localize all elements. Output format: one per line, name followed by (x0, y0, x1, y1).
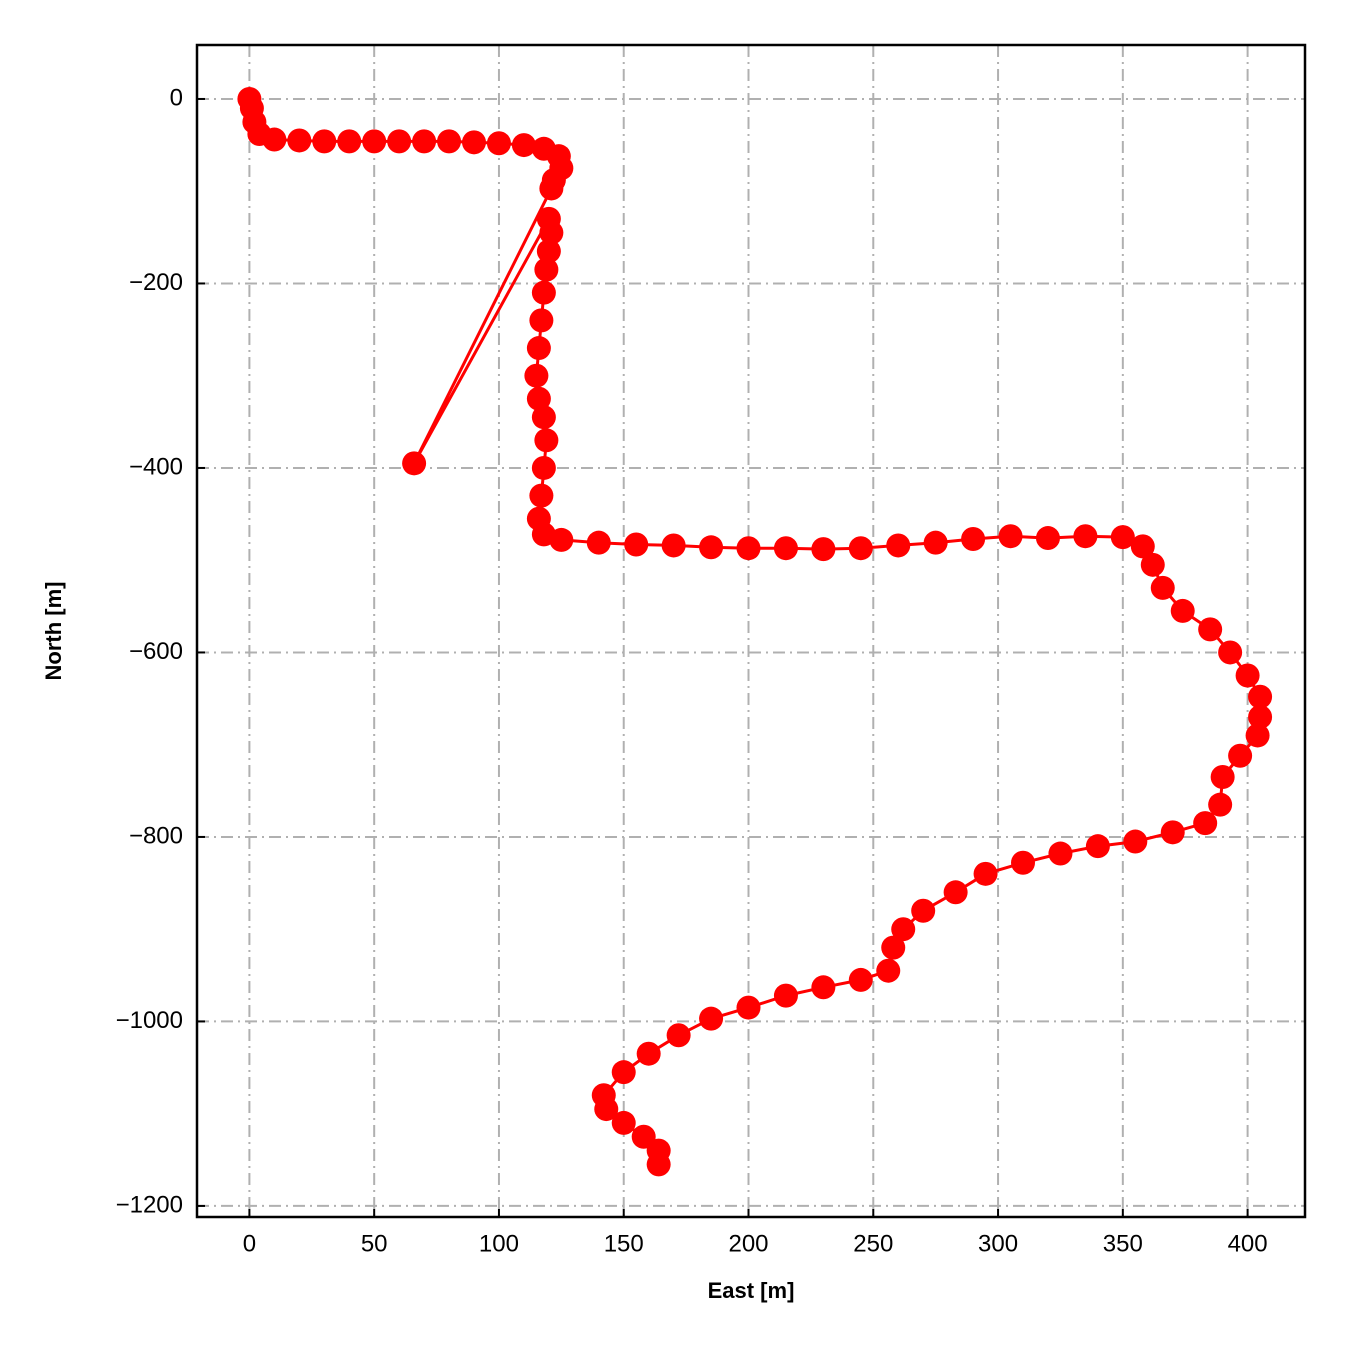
point (736, 995, 761, 1020)
point (1130, 534, 1155, 559)
point (549, 527, 574, 552)
point (1245, 723, 1270, 748)
point (1235, 663, 1260, 688)
y-tick-label: −400 (129, 453, 183, 480)
x-tick-label: 150 (604, 1230, 644, 1257)
point (1193, 811, 1218, 836)
point (539, 220, 564, 245)
y-tick-label: −800 (129, 822, 183, 849)
point (337, 129, 362, 154)
point (1198, 617, 1223, 642)
point (539, 176, 564, 201)
y-tick-label: −1200 (116, 1191, 183, 1218)
point (586, 530, 611, 555)
x-tick-label: 200 (728, 1230, 768, 1257)
x-tick-label: 350 (1103, 1230, 1143, 1257)
x-tick-label: 100 (479, 1230, 519, 1257)
point (1123, 829, 1148, 854)
point (1160, 820, 1185, 845)
point (531, 280, 556, 305)
point (1011, 850, 1036, 875)
point (262, 127, 287, 152)
point (998, 524, 1023, 549)
point (1140, 552, 1165, 577)
y-tick-label: −1000 (116, 1007, 183, 1034)
point (1248, 705, 1273, 730)
point (1248, 684, 1273, 709)
x-axis-label: East [m] (708, 1278, 795, 1303)
point (1228, 743, 1253, 768)
point (402, 451, 427, 476)
point (529, 308, 554, 333)
point (973, 861, 998, 886)
plot-frame (195, 43, 1307, 1219)
point (886, 533, 911, 558)
point (811, 975, 836, 1000)
point (961, 526, 986, 551)
point (594, 1097, 619, 1122)
point (773, 983, 798, 1008)
point (486, 131, 511, 156)
point (1085, 834, 1110, 859)
point (1170, 598, 1195, 623)
y-tick-label: −200 (129, 269, 183, 296)
point (534, 257, 559, 282)
point (362, 129, 387, 154)
point (1208, 792, 1233, 817)
point (1048, 841, 1073, 866)
point (287, 128, 312, 153)
point (699, 535, 724, 560)
point (1035, 526, 1060, 551)
point (611, 1110, 636, 1135)
point (531, 455, 556, 480)
point (536, 239, 561, 264)
point (1073, 524, 1098, 549)
point (312, 129, 337, 154)
point (511, 133, 536, 158)
point (526, 386, 551, 411)
point (529, 483, 554, 508)
point (412, 129, 437, 154)
point (531, 405, 556, 430)
x-tick-label: 300 (978, 1230, 1018, 1257)
point (943, 880, 968, 905)
point (624, 532, 649, 557)
point (876, 958, 901, 983)
x-tick-label: 400 (1228, 1230, 1268, 1257)
point (1150, 575, 1175, 600)
point (881, 935, 906, 960)
point (923, 530, 948, 555)
point (636, 1041, 661, 1066)
point (437, 129, 462, 154)
point (646, 1152, 671, 1177)
point (666, 1023, 691, 1048)
point (773, 536, 798, 561)
point (891, 917, 916, 942)
point (848, 536, 873, 561)
x-tick-label: 50 (361, 1230, 388, 1257)
point (1218, 640, 1243, 665)
point (1110, 525, 1135, 550)
point (387, 129, 412, 154)
point (1210, 764, 1235, 789)
x-tick-label: 0 (243, 1230, 256, 1257)
y-tick-label: 0 (170, 84, 183, 111)
point (611, 1060, 636, 1085)
point (524, 363, 549, 388)
x-tick-label: 250 (853, 1230, 893, 1257)
point (848, 967, 873, 992)
y-axis-label: North [m] (41, 582, 66, 681)
point (661, 533, 686, 558)
point (699, 1006, 724, 1031)
y-tick-label: −600 (129, 638, 183, 665)
point (534, 428, 559, 453)
point (736, 536, 761, 561)
point (811, 537, 836, 562)
point (911, 898, 936, 923)
point (526, 336, 551, 361)
point (462, 130, 486, 155)
